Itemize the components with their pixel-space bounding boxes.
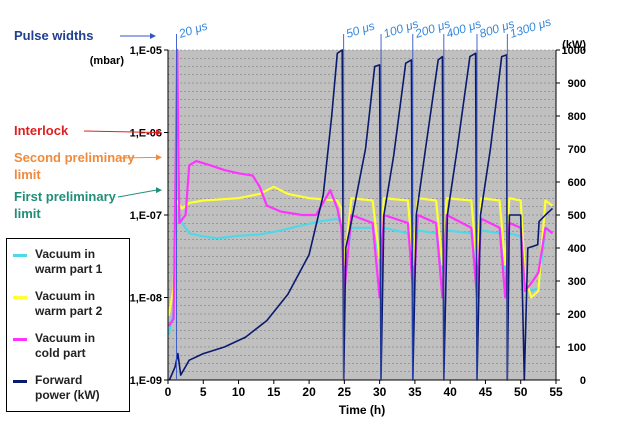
- legend-item: Forward power (kW): [13, 373, 127, 403]
- limit-label-3: limit: [14, 206, 41, 221]
- y-left-tick-label: 1,E-05: [130, 45, 162, 57]
- limit-arrowhead: [156, 187, 162, 194]
- y-right-tick-label: 900: [568, 78, 586, 90]
- series-line-2: [167, 185, 554, 316]
- legend-label: Vacuum in warm part 2: [35, 289, 103, 318]
- limit-label-2: limit: [14, 167, 41, 182]
- y-right-unit: (kW): [562, 39, 586, 51]
- limit-arrow: [117, 156, 157, 159]
- legend-label: Vacuum in cold part: [35, 331, 96, 360]
- y-left-tick-label: 1,E-08: [130, 293, 162, 305]
- y-right-tick-label: 600: [568, 177, 586, 189]
- y-right-tick-label: 100: [568, 342, 586, 354]
- pulse-label-1: 20 μs: [176, 18, 209, 41]
- x-tick-label: 0: [165, 385, 172, 399]
- limit-arrow: [83, 130, 157, 133]
- tick-labels: 0 5 10 15 20 25 30 35 40 45 50 55 Time (h) 1,E-09 1,E-…: [90, 39, 587, 417]
- y-left-unit: (mbar): [90, 55, 125, 67]
- legend-swatch: [13, 296, 27, 299]
- y-right-tick-label: 1000: [562, 45, 586, 57]
- legend-label: Vacuum in warm part 1: [35, 247, 103, 276]
- pulse-widths-arrowhead: [150, 33, 156, 39]
- x-tick-label: 15: [267, 385, 281, 399]
- pulse-widths-label: Pulse widths: [14, 28, 93, 43]
- y-left-tick-label: 1,E-09: [130, 375, 162, 387]
- x-tick-label: 40: [444, 385, 458, 399]
- axes: [164, 49, 560, 384]
- x-tick-label: 5: [200, 385, 207, 399]
- legend-item: Vacuum in warm part 1: [13, 247, 127, 277]
- x-axis-title: Time (h): [339, 403, 385, 417]
- legend-swatch: [13, 338, 27, 341]
- y-right-tick-label: 500: [568, 210, 586, 222]
- y-left-tick-label: 1,E-06: [130, 128, 162, 140]
- series-line-3: [167, 48, 554, 327]
- y-right-tick-label: 300: [568, 276, 586, 288]
- x-tick-label: 45: [479, 385, 493, 399]
- x-tick-label: 35: [408, 385, 422, 399]
- x-tick-label: 10: [232, 385, 246, 399]
- x-tick-label: 30: [373, 385, 387, 399]
- pulse-label-7: 1300 μs: [508, 14, 553, 40]
- limit-arrowhead: [156, 129, 162, 136]
- x-tick-label: 55: [549, 385, 563, 399]
- limit-label-3: First preliminary: [14, 189, 117, 204]
- x-tick-label: 20: [302, 385, 316, 399]
- limit-label-1: Interlock: [14, 123, 69, 138]
- y-right-tick-label: 0: [580, 375, 586, 387]
- limit-label-2: Second preliminary: [14, 150, 135, 165]
- limit-arrowhead: [156, 154, 162, 161]
- legend-swatch: [13, 254, 27, 257]
- y-left-tick-label: 1,E-07: [130, 210, 162, 222]
- y-right-tick-label: 400: [568, 243, 586, 255]
- y-right-tick-label: 800: [568, 111, 586, 123]
- legend-item: Vacuum in warm part 2: [13, 289, 127, 319]
- legend-swatch: [13, 380, 27, 383]
- x-tick-label: 50: [514, 385, 528, 399]
- y-right-tick-label: 700: [568, 144, 586, 156]
- x-tick-label: 25: [338, 385, 352, 399]
- legend: Vacuum in warm part 1 Vacuum in warm part…: [6, 238, 130, 412]
- pulse-label-2: 50 μs: [344, 18, 376, 40]
- legend-label: Forward power (kW): [35, 373, 100, 402]
- y-right-tick-label: 200: [568, 309, 586, 321]
- limit-arrow: [117, 189, 157, 198]
- legend-item: Vacuum in cold part: [13, 331, 127, 361]
